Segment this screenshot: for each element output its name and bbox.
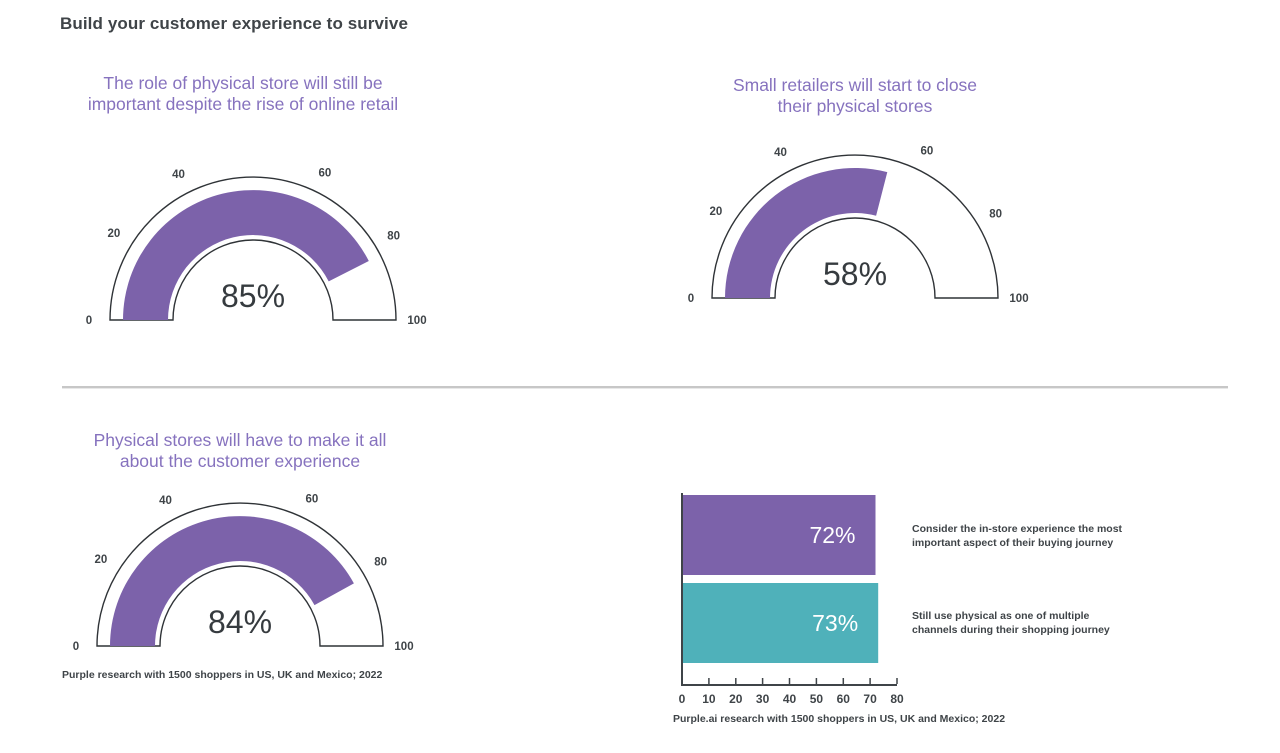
gauge-2-title: Small retailers will start to close thei…	[655, 75, 1055, 117]
gauge-1-title: The role of physical store will still be…	[43, 73, 443, 115]
gauge-3-chart: 0 20 40 60 80 100 84%	[73, 494, 414, 653]
gauge-tick-label: 60	[921, 146, 934, 158]
page-title: Build your customer experience to surviv…	[60, 14, 408, 33]
gauge-outline	[711, 154, 999, 299]
gauge-tick-label: 80	[387, 231, 400, 243]
bar-1-category-line1: Consider the in-store experience the mos…	[912, 523, 1123, 535]
gauge-tick-label: 0	[688, 293, 694, 305]
bar-2-category-label: Still use physical as one of multiple ch…	[912, 609, 1172, 637]
gauge-tick-label: 0	[86, 315, 92, 327]
gauge-tick-label: 80	[989, 209, 1002, 221]
x-axis-tick-label: 50	[810, 692, 824, 706]
x-axis-tick-label: 70	[863, 692, 877, 706]
bar-value-label: 73%	[812, 610, 858, 636]
gauge-tick-label: 20	[108, 228, 121, 240]
x-axis-tick-label: 0	[679, 692, 686, 706]
bar-2-category-line1: Still use physical as one of multiple	[912, 610, 1090, 622]
bar-value-label: 72%	[809, 522, 855, 548]
gauge-3-title: Physical stores will have to make it all…	[40, 430, 440, 472]
gauge-2-title-line2: their physical stores	[777, 96, 933, 116]
gauge-tick-label: 40	[172, 169, 185, 181]
gauge-tick-label: 100	[1009, 293, 1028, 305]
gauge-value-arc	[725, 168, 888, 298]
gauge-outline	[109, 176, 397, 321]
gauge-tick-label: 20	[95, 554, 108, 566]
gauge-value-label: 85%	[221, 278, 285, 314]
bar-chart: 72% 73% 0 10 20 30 40 50 60 70 80	[679, 493, 904, 706]
x-axis-tick-label: 80	[890, 692, 904, 706]
x-axis-tick-label: 20	[729, 692, 743, 706]
bar-rect	[682, 495, 876, 575]
gauge-tick-label: 40	[159, 495, 172, 507]
gauge-section-footnote: Purple research with 1500 shoppers in US…	[62, 669, 383, 681]
gauge-value-arc	[123, 190, 369, 320]
bar-chart-footnote: Purple.ai research with 1500 shoppers in…	[673, 713, 1006, 725]
bar-rect	[682, 583, 879, 663]
bar-2-category-line2: channels during their shopping journey	[912, 624, 1110, 636]
x-axis-tick-label: 60	[837, 692, 851, 706]
gauge-3-title-line2: about the customer experience	[119, 451, 361, 471]
x-axis-tick-label: 30	[756, 692, 770, 706]
gauge-3-title-line1: Physical stores will have to make it all	[93, 430, 387, 450]
bar-1-category-label: Consider the in-store experience the mos…	[912, 522, 1172, 550]
gauge-tick-label: 60	[319, 168, 332, 180]
gauge-2-chart: 0 20 40 60 80 100 58%	[688, 146, 1029, 305]
gauge-1-title-line2: important despite the rise of online ret…	[87, 94, 399, 114]
gauge-tick-label: 20	[710, 206, 723, 218]
gauge-2-title-line1: Small retailers will start to close	[732, 75, 978, 95]
x-axis-tick-label: 40	[783, 692, 797, 706]
gauge-outline	[96, 502, 384, 647]
gauge-value-label: 84%	[208, 604, 272, 640]
gauge-tick-label: 40	[774, 147, 787, 159]
bar-1-category-line2: important aspect of their buying journey	[912, 537, 1114, 549]
gauge-1-chart: 0 20 40 60 80 100 85%	[86, 168, 427, 327]
gauge-tick-label: 100	[407, 315, 426, 327]
x-axis-tick-label: 10	[702, 692, 716, 706]
section-divider	[62, 386, 1228, 389]
gauge-value-arc	[110, 516, 354, 646]
gauge-tick-label: 100	[394, 641, 413, 653]
gauge-tick-label: 60	[306, 494, 319, 506]
gauge-tick-label: 80	[374, 557, 387, 569]
gauge-value-label: 58%	[823, 256, 887, 292]
gauge-1-title-line1: The role of physical store will still be	[103, 73, 383, 93]
gauge-tick-label: 0	[73, 641, 79, 653]
